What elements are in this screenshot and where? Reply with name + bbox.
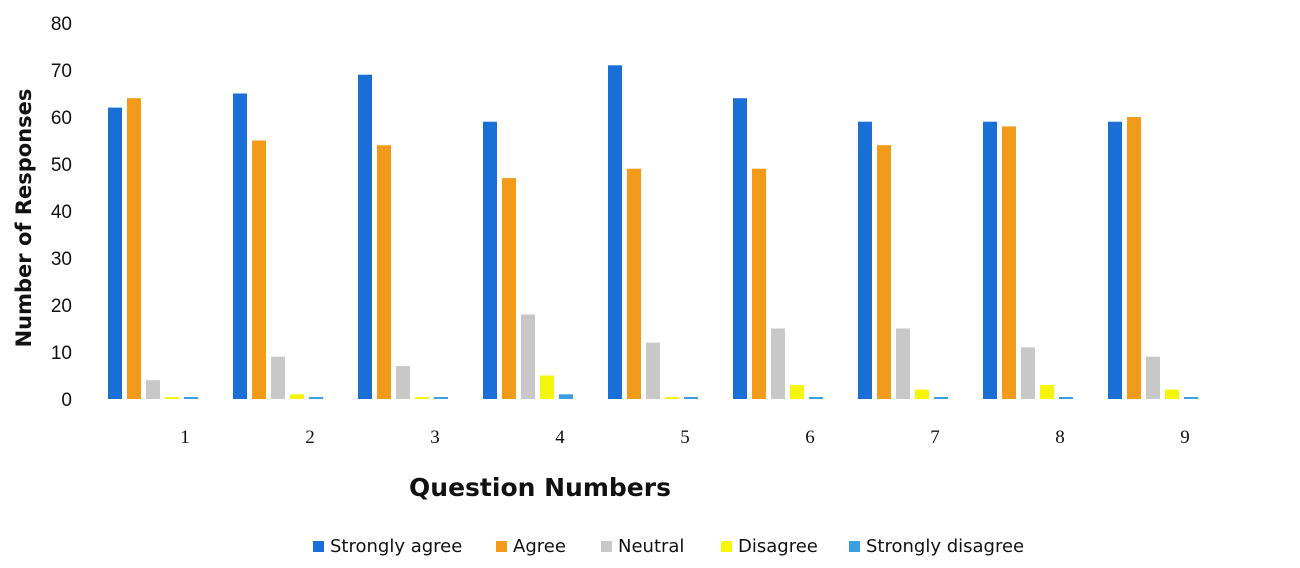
bar-agree-q1: [127, 98, 141, 399]
y-axis-title: Number of Responses: [12, 89, 36, 348]
bar-disagree-q5: [665, 397, 679, 399]
bar-strongly-agree-q3: [358, 74, 372, 399]
y-tick-label: 30: [51, 249, 72, 270]
bar-agree-q2: [252, 140, 266, 399]
legend-label: Strongly agree: [330, 536, 462, 557]
bar-neutral-q1: [146, 380, 160, 399]
x-axis-title: Question Numbers: [409, 473, 671, 502]
x-axis-ticks: 12345678910: [180, 427, 1190, 448]
legend-swatch: [721, 541, 732, 552]
bar-disagree-q8: [1040, 384, 1054, 399]
bar-neutral-q4: [521, 314, 535, 399]
y-tick-label: 80: [51, 14, 72, 35]
y-tick-label: 70: [51, 61, 72, 82]
bar-disagree-q4: [540, 375, 554, 399]
legend-label: Disagree: [738, 536, 818, 557]
bar-agree-q5: [627, 168, 641, 399]
bar-strongly-disagree-q3: [434, 397, 448, 399]
y-tick-label: 60: [51, 108, 72, 129]
x-tick-label: 3: [430, 427, 440, 448]
x-tick-label: 4: [555, 427, 565, 448]
bar-agree-q6: [752, 168, 766, 399]
bar-strongly-agree-q6: [733, 98, 747, 399]
bar-agree-q9: [1127, 117, 1141, 399]
legend-swatch: [849, 541, 860, 552]
bar-neutral-q3: [396, 366, 410, 399]
bar-agree-q8: [1002, 126, 1016, 400]
bar-strongly-agree-q9: [1108, 121, 1122, 399]
bar-neutral-q7: [896, 328, 910, 399]
bar-strongly-agree-q2: [233, 93, 247, 399]
bar-neutral-q6: [771, 328, 785, 399]
y-tick-label: 10: [51, 343, 72, 364]
legend-swatch: [313, 541, 324, 552]
y-tick-label: 40: [51, 202, 72, 223]
bar-strongly-agree-q7: [858, 121, 872, 399]
bar-strongly-disagree-q1: [184, 397, 198, 399]
legend-label: Neutral: [618, 536, 684, 557]
legend-swatch: [601, 541, 612, 552]
legend-label: Strongly disagree: [866, 536, 1024, 557]
bar-disagree-q7: [915, 389, 929, 399]
x-tick-label: 5: [680, 427, 690, 448]
legend-label: Agree: [513, 536, 566, 557]
bar-strongly-disagree-q6: [809, 397, 823, 399]
bar-strongly-disagree-q4: [559, 394, 573, 399]
bar-agree-q4: [502, 178, 516, 399]
bar-strongly-agree-q1: [108, 107, 122, 399]
bar-agree-q7: [877, 145, 891, 399]
legend: Strongly agree Agree Neutral Disagree Strong…: [313, 536, 1024, 557]
y-tick-label: 20: [51, 296, 72, 317]
bar-disagree-q6: [790, 384, 804, 399]
x-tick-label: 7: [930, 427, 940, 448]
bar-strongly-agree-q5: [608, 65, 622, 400]
bar-agree-q3: [377, 145, 391, 399]
y-axis-ticks: 0 10 20 30 40 50 60 70 80: [51, 14, 72, 411]
x-tick-label: 1: [180, 427, 190, 448]
bar-disagree-q9: [1165, 389, 1179, 399]
x-tick-label: 9: [1180, 427, 1190, 448]
bar-strongly-disagree-q5: [684, 397, 698, 399]
x-tick-label: 8: [1055, 427, 1065, 448]
bar-strongly-disagree-q9: [1184, 397, 1198, 399]
bar-neutral-q5: [646, 342, 660, 399]
x-tick-label: 2: [305, 427, 315, 448]
bar-neutral-q8: [1021, 347, 1035, 399]
bar-strongly-disagree-q2: [309, 397, 323, 399]
bar-strongly-disagree-q8: [1059, 397, 1073, 399]
bar-strongly-agree-q4: [483, 121, 497, 399]
bar-neutral-q9: [1146, 356, 1160, 399]
legend-swatch: [496, 541, 507, 552]
bar-neutral-q2: [271, 356, 285, 399]
y-tick-label: 50: [51, 155, 72, 176]
bar-disagree-q2: [290, 394, 304, 399]
bar-disagree-q3: [415, 397, 429, 399]
bar-strongly-agree-q8: [983, 121, 997, 399]
bar-strongly-disagree-q7: [934, 397, 948, 399]
y-tick-label: 0: [61, 390, 72, 411]
bar-disagree-q1: [165, 397, 179, 399]
x-tick-label: 6: [805, 427, 815, 448]
bar-series: [108, 65, 1198, 400]
